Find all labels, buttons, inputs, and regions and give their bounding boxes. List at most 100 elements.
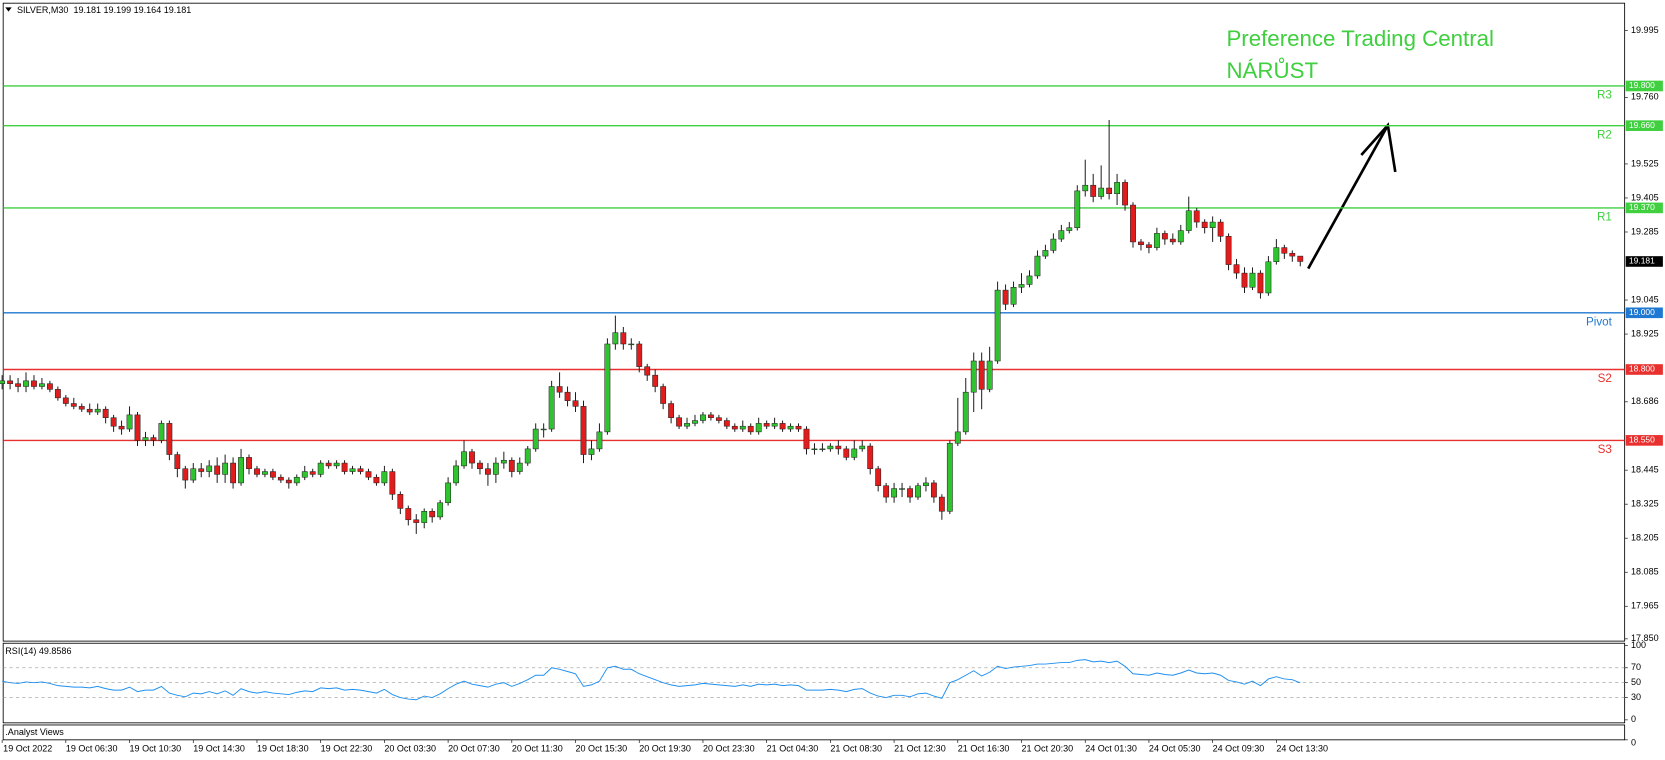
level-price-box (1625, 120, 1663, 131)
analyst-pane-frame (2, 724, 1626, 741)
candle-body (867, 445, 874, 469)
candle-body (668, 403, 675, 418)
y-tick-label: 30 (1631, 692, 1641, 702)
candle-body (373, 476, 380, 484)
level-name: Pivot (1586, 315, 1613, 328)
candle-body (86, 408, 93, 413)
candle-body (110, 417, 117, 427)
candle-body (1281, 247, 1288, 254)
candle-body (1090, 184, 1097, 197)
candle-body (572, 400, 579, 407)
y-tick-label: 19.045 (1631, 294, 1659, 304)
candle-body (771, 423, 778, 427)
candle-body (994, 289, 1001, 362)
candle-body (930, 482, 937, 498)
level-name: S3 (1598, 443, 1612, 456)
x-tick-label: 24 Oct 13:30 (1276, 744, 1328, 754)
candle-body (39, 383, 45, 387)
candle-body (182, 468, 189, 481)
y-tick-label: 18.686 (1631, 396, 1659, 406)
y-tick-label: 19.760 (1631, 92, 1659, 102)
indicator-title: .Analyst Views (5, 727, 64, 737)
candle-body (652, 374, 659, 387)
candle-body (580, 406, 587, 455)
y-tick-label: 18.325 (1631, 499, 1659, 509)
candle-body (158, 423, 165, 441)
candle-body (620, 332, 627, 345)
candle-body (413, 519, 420, 523)
candle-body (819, 448, 826, 451)
candle-body (301, 471, 308, 478)
level-price-label: 19.370 (1629, 202, 1655, 212)
x-tick-label: 19 Oct 18:30 (257, 744, 309, 754)
candle-body (970, 360, 977, 393)
candle-body (325, 462, 332, 467)
level-price-box (1625, 364, 1663, 375)
x-tick-label: 20 Oct 11:30 (512, 744, 563, 754)
candle-body (222, 462, 229, 475)
candle-body (986, 360, 993, 390)
candle-body (763, 423, 770, 427)
candle-body (1273, 247, 1280, 263)
y-tick-label: 19.525 (1631, 158, 1659, 168)
candle-body (516, 462, 523, 472)
level-price-label: 18.800 (1629, 364, 1655, 374)
rsi-pane-frame (2, 642, 1626, 724)
candle-body (907, 488, 913, 498)
candle-body (962, 391, 969, 433)
candle-body (1201, 221, 1208, 229)
level-price-label: 18.550 (1629, 435, 1655, 445)
candle-body (341, 462, 348, 472)
level-price-box (1625, 202, 1663, 214)
candle-body (461, 451, 467, 467)
candle-body (891, 488, 898, 498)
annotation: NÁRŮST (1226, 58, 1318, 83)
candle-body (405, 508, 412, 521)
level-name: R2 (1597, 128, 1612, 141)
level-price-box (1625, 80, 1663, 92)
candle-body (676, 417, 682, 427)
candle-body (1098, 187, 1105, 197)
candle-body (1130, 204, 1136, 243)
x-tick-label: 21 Oct 16:30 (958, 744, 1010, 754)
candle-body (1185, 210, 1192, 231)
level-name: R3 (1597, 89, 1612, 102)
candle-body (731, 425, 738, 430)
x-tick-label: 19 Oct 22:30 (321, 744, 373, 754)
candle-body (532, 428, 539, 450)
candle-body (524, 448, 531, 464)
y-tick-label: 19.995 (1631, 25, 1659, 35)
candle-body (94, 408, 101, 413)
candle-body (150, 437, 157, 441)
candle-body (7, 380, 14, 384)
y-tick-label: 17.850 (1631, 633, 1659, 643)
candle-body (1002, 289, 1009, 305)
candle-body (715, 417, 722, 421)
candle-body (946, 442, 953, 512)
candle-body (1289, 252, 1296, 257)
candle-body (445, 482, 452, 504)
candle-body (142, 437, 149, 441)
candle-body (365, 471, 372, 478)
y-tick-label: 19.285 (1631, 226, 1659, 236)
candle-body (588, 448, 595, 455)
candle-body (1034, 255, 1041, 277)
candle-body (78, 406, 85, 410)
rsi-line (2, 659, 1301, 701)
candle-body (1018, 284, 1025, 288)
candle-body (612, 332, 619, 345)
candle-body (277, 476, 284, 481)
candle-body (1114, 182, 1120, 194)
candle-body (787, 425, 794, 430)
candle-body (811, 448, 818, 451)
candle-body (126, 414, 133, 430)
level-price-label: 19.660 (1629, 120, 1655, 130)
candle-body (1233, 264, 1240, 274)
candle-body (978, 360, 985, 390)
candle-body (508, 459, 515, 472)
level-name: R1 (1597, 211, 1612, 224)
y-tick-label: 18.085 (1631, 567, 1659, 577)
candle-body (70, 403, 77, 407)
